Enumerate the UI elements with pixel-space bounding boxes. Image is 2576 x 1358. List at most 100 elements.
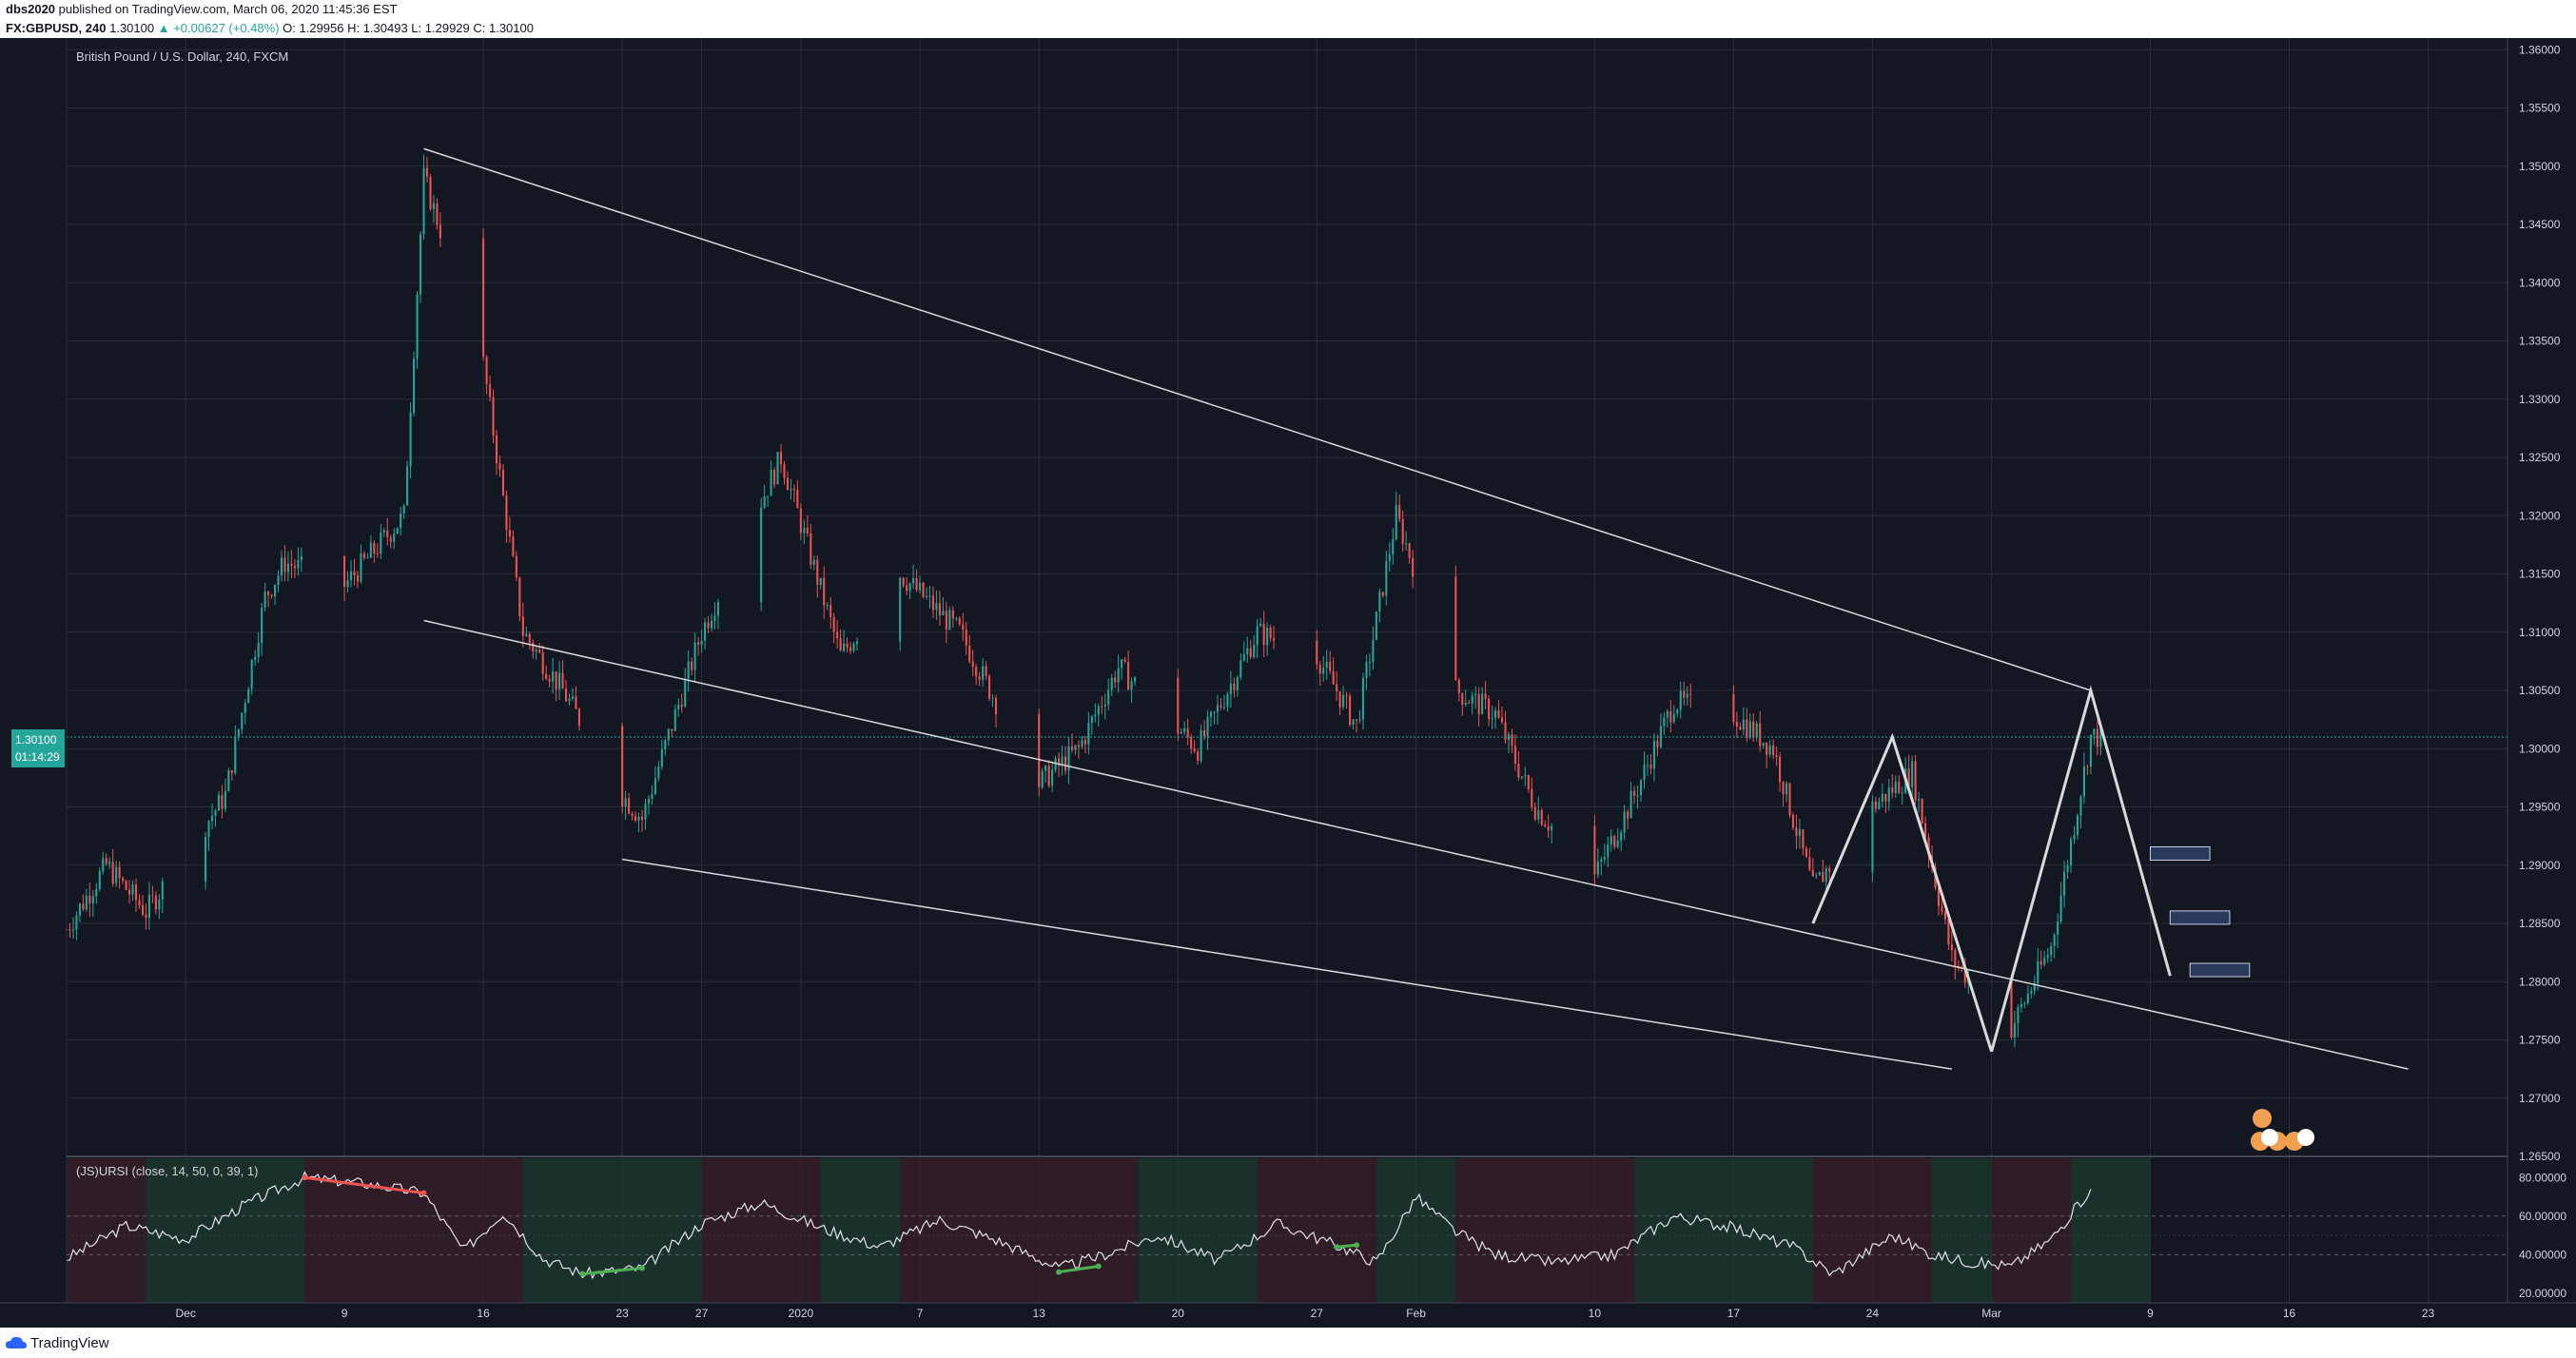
candle-body (1646, 765, 1649, 766)
candle-body (498, 463, 501, 470)
candle-body (343, 555, 346, 588)
candle-body (1739, 727, 1742, 730)
candle-body (1038, 714, 1041, 787)
candle-body (1822, 872, 1825, 883)
candle-body (773, 470, 776, 485)
candle-body (776, 452, 779, 485)
candle-body (495, 435, 498, 464)
publish-text: published on TradingView.com, March 06, … (55, 2, 398, 16)
candle-body (2073, 834, 2076, 840)
candle-body (1596, 861, 1599, 875)
ursi-band (1991, 1158, 2072, 1303)
last-price: 1.30100 (109, 21, 155, 35)
candle-body (1368, 661, 1371, 663)
candle-body (1607, 844, 1610, 858)
badge-price: 1.30100 (15, 733, 57, 747)
candle-body (680, 705, 683, 708)
candle-body (131, 884, 134, 895)
price-axis[interactable]: 1.36000 1.35500 1.35000 1.34500 1.34000 1.335… (2519, 43, 2561, 1163)
time-tick: 16 (2283, 1307, 2296, 1320)
event-icon[interactable] (2297, 1129, 2314, 1146)
candle-body (230, 769, 233, 773)
time-axis[interactable]: Dec 9 16 23 27 2020 7 13 20 27 Feb 10 17 24 Mar 9 16 23 (175, 1307, 2434, 1320)
candle-body (691, 661, 693, 670)
price-tick: 1.36000 (2519, 43, 2561, 56)
event-icons[interactable] (2251, 1109, 2314, 1151)
author-name[interactable]: dbs2020 (6, 2, 56, 16)
candle-body (687, 661, 690, 679)
ursi-divergence-point (579, 1271, 586, 1277)
candle-body (1544, 824, 1547, 827)
time-tick: 9 (342, 1307, 348, 1320)
event-icon[interactable] (2261, 1129, 2278, 1146)
candle-body (386, 530, 389, 537)
candle-body (2037, 960, 2039, 984)
candle-body (948, 610, 951, 630)
time-tick: 27 (1311, 1307, 1324, 1320)
target-box[interactable] (2149, 846, 2211, 861)
candle-body (254, 656, 257, 661)
candle-body (1735, 721, 1738, 728)
candle-body (994, 697, 998, 715)
candle-body (1249, 648, 1252, 658)
candle-body (1623, 811, 1626, 833)
wedge-lower-line[interactable] (622, 858, 1952, 1070)
candle-body (280, 557, 283, 576)
drawings[interactable] (423, 147, 2409, 1070)
chart-canvas[interactable]: 1.36000 1.35500 1.35000 1.34500 1.34000 1.335… (0, 38, 2576, 1328)
candle-body (671, 728, 673, 731)
candle-body (1117, 668, 1120, 683)
candle-body (1815, 875, 1818, 877)
candle-body (257, 642, 260, 657)
candle-body (1183, 728, 1186, 732)
price-tick: 1.27000 (2519, 1092, 2561, 1105)
candle-body (906, 585, 908, 592)
ursi-band (2071, 1158, 2151, 1303)
event-icon[interactable] (2253, 1109, 2272, 1128)
candle-body (353, 571, 356, 576)
candle-body (416, 294, 419, 359)
candle-body (968, 645, 971, 662)
candle-body (1957, 965, 1960, 967)
ursi-axis[interactable]: 80.00000 60.00000 40.00000 20.00000 (2519, 1171, 2566, 1300)
candle-body (1802, 829, 1805, 849)
candle-body (1236, 677, 1239, 690)
candle-body (902, 577, 905, 586)
candle-body (1468, 703, 1471, 705)
wedge-upper-line[interactable] (423, 147, 2092, 691)
tradingview-logo[interactable]: TradingView (6, 1335, 109, 1351)
target-box[interactable] (2169, 910, 2231, 925)
candle-body (1405, 543, 1408, 545)
symbol: FX:GBPUSD, 240 (6, 21, 107, 35)
candle-body (657, 766, 660, 779)
candle-body (1943, 911, 1946, 920)
target-box[interactable] (2189, 962, 2251, 978)
candle-body (1061, 756, 1064, 766)
candle-body (1511, 734, 1513, 747)
ursi-divergence-point (1334, 1244, 1340, 1251)
candle-body (1067, 746, 1070, 771)
candle-body (1097, 706, 1100, 715)
candle-body (823, 577, 826, 606)
candle-body (1477, 693, 1480, 714)
candle-body (1600, 859, 1603, 862)
candle-body (250, 660, 253, 689)
wedge-lower-line[interactable] (423, 619, 2409, 1070)
candle-body (102, 858, 105, 872)
candle-body (1633, 790, 1636, 796)
zigzag-pattern[interactable] (1990, 685, 2172, 1053)
candle-body (1074, 745, 1077, 750)
candle-body (247, 689, 250, 704)
candle-body (422, 167, 425, 235)
ursi-band (522, 1158, 702, 1303)
zigzag-pattern[interactable] (1811, 732, 1994, 1053)
candle-body (429, 176, 432, 209)
candle-body (2026, 993, 2029, 1003)
candle-body (1603, 857, 1606, 860)
candle-body (1484, 693, 1487, 699)
candle-body (1627, 811, 1630, 819)
candle-body (1924, 823, 1927, 838)
candle-body (1220, 705, 1222, 708)
candle-body (1378, 592, 1381, 612)
candle-body (1253, 645, 1256, 658)
